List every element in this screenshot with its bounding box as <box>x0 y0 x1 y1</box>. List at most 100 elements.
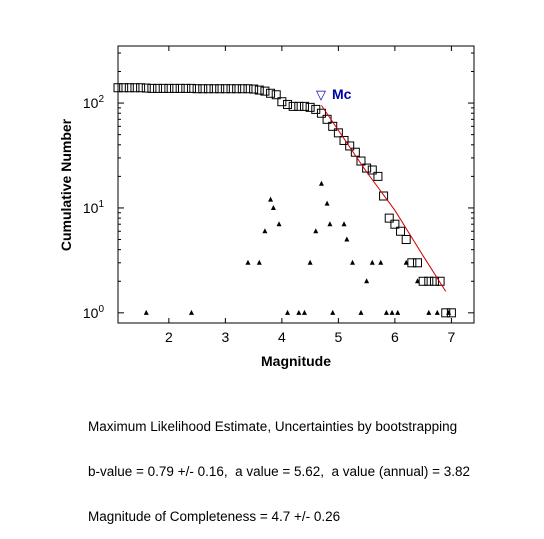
x-axis-label: Magnitude <box>261 353 331 369</box>
cumulative-count-square <box>215 84 225 94</box>
annotation-line-2: b-value = 0.79 +/- 0.16, a value = 5.62,… <box>88 464 471 479</box>
noncumulative-count-triangle <box>426 309 432 315</box>
cumulative-count-square <box>435 276 445 286</box>
noncumulative-count-triangle <box>327 221 333 227</box>
cumulative-count-square <box>384 213 394 223</box>
cumulative-count-square <box>186 83 196 93</box>
tick-labels: 2 3 4 5 6 7 100 101 102 <box>83 94 456 345</box>
cumulative-count-square <box>209 84 219 94</box>
noncumulative-count-triangle <box>341 221 347 227</box>
cumulative-count-square <box>345 141 355 151</box>
cumulative-count-square <box>316 108 326 118</box>
cumulative-count-square <box>243 84 253 94</box>
mc-marker-symbol: ▽ <box>316 88 326 103</box>
noncumulative-count-triangle <box>414 278 420 284</box>
cumulative-count-square <box>237 84 247 94</box>
noncumulative-count-triangle <box>313 228 319 234</box>
x-tick-label: 4 <box>278 329 286 345</box>
cumulative-count-square <box>339 135 349 145</box>
cumulative-count-square <box>401 235 411 245</box>
cumulative-count-square <box>333 128 343 138</box>
noncumulative-count-triangle <box>285 309 291 315</box>
y-tick-label: 100 <box>83 304 105 321</box>
cumulative-count-square <box>164 83 174 93</box>
cumulative-count-square <box>288 101 298 111</box>
noncumulative-count-triangle <box>324 200 330 206</box>
noncumulative-count-triangle <box>256 259 262 265</box>
cumulative-count-square <box>429 276 439 286</box>
cumulative-count-square <box>158 83 168 93</box>
y-tick-label: 101 <box>83 199 105 216</box>
cumulative-count-square <box>396 226 406 236</box>
data-marks <box>113 83 456 318</box>
cumulative-count-square <box>232 84 242 94</box>
noncumulative-count-triangle <box>378 259 384 265</box>
cumulative-count-square <box>198 84 208 94</box>
cumulative-count-square <box>412 258 422 268</box>
cumulative-count-square <box>226 84 236 94</box>
noncumulative-count-triangle <box>268 196 274 202</box>
cumulative-count-square <box>203 84 213 94</box>
cumulative-count-square <box>294 101 304 111</box>
cumulative-count-square <box>266 88 276 98</box>
noncumulative-count-triangle <box>446 309 452 315</box>
cumulative-count-square <box>254 85 264 95</box>
gutenberg-richter-fit-line <box>320 105 447 292</box>
cumulative-count-square <box>356 156 366 166</box>
x-tick-label: 7 <box>447 329 455 345</box>
cumulative-count-square <box>424 276 434 286</box>
noncumulative-count-triangle <box>296 309 302 315</box>
cumulative-count-square <box>277 97 287 107</box>
noncumulative-count-triangle <box>330 309 336 315</box>
noncumulative-count-triangle <box>318 180 324 186</box>
cumulative-count-square <box>192 84 202 94</box>
annotation-line-1: Maximum Likelihood Estimate, Uncertainti… <box>88 419 458 434</box>
cumulative-count-square <box>249 84 259 94</box>
cumulative-count-square <box>136 83 146 93</box>
noncumulative-count-triangle <box>270 204 276 210</box>
noncumulative-count-triangle <box>369 259 375 265</box>
noncumulative-count-triangle <box>301 309 307 315</box>
axis-ticks <box>118 46 474 323</box>
cumulative-count-square <box>305 102 315 112</box>
cumulative-count-square <box>153 83 163 93</box>
chart-figure: 2 3 4 5 6 7 100 101 102 Magnitude Cumulative Num… <box>58 45 475 369</box>
noncumulative-count-triangle <box>262 228 268 234</box>
mc-marker-label: Mc <box>332 86 352 102</box>
noncumulative-count-triangle <box>395 309 401 315</box>
cumulative-count-square <box>299 101 309 111</box>
noncumulative-count-triangle <box>188 309 194 315</box>
cumulative-count-square <box>130 83 140 93</box>
cumulative-count-square <box>390 219 400 229</box>
cumulative-count-square <box>170 83 180 93</box>
x-tick-label: 2 <box>165 329 173 345</box>
cumulative-count-square <box>119 83 129 93</box>
noncumulative-count-triangle <box>389 309 395 315</box>
noncumulative-count-triangle <box>245 259 251 265</box>
cumulative-count-square <box>271 90 281 100</box>
plot-area <box>117 45 475 324</box>
annotation-line-3: Magnitude of Completeness = 4.7 +/- 0.26 <box>88 509 341 524</box>
cumulative-count-square <box>367 165 377 175</box>
cumulative-count-square <box>220 84 230 94</box>
cumulative-count-square <box>260 86 270 96</box>
noncumulative-count-triangle <box>350 259 356 265</box>
cumulative-count-square <box>181 83 191 93</box>
cumulative-count-square <box>379 191 389 201</box>
noncumulative-count-triangle <box>383 309 389 315</box>
noncumulative-count-triangle <box>276 221 282 227</box>
x-tick-label: 5 <box>334 329 342 345</box>
noncumulative-count-triangle <box>358 309 364 315</box>
noncumulative-count-triangle <box>344 236 350 242</box>
stats-annotation: Maximum Likelihood Estimate, Uncertainti… <box>88 389 470 539</box>
noncumulative-count-triangle <box>143 309 149 315</box>
cumulative-count-square <box>113 83 123 93</box>
noncumulative-count-triangle <box>364 278 370 284</box>
cumulative-count-square <box>418 276 428 286</box>
y-axis-label: Cumulative Number <box>58 118 74 251</box>
cumulative-count-square <box>147 83 157 93</box>
cumulative-count-square <box>141 83 151 93</box>
noncumulative-count-triangle <box>434 309 440 315</box>
noncumulative-count-triangle <box>307 259 313 265</box>
cumulative-count-square <box>283 99 293 109</box>
